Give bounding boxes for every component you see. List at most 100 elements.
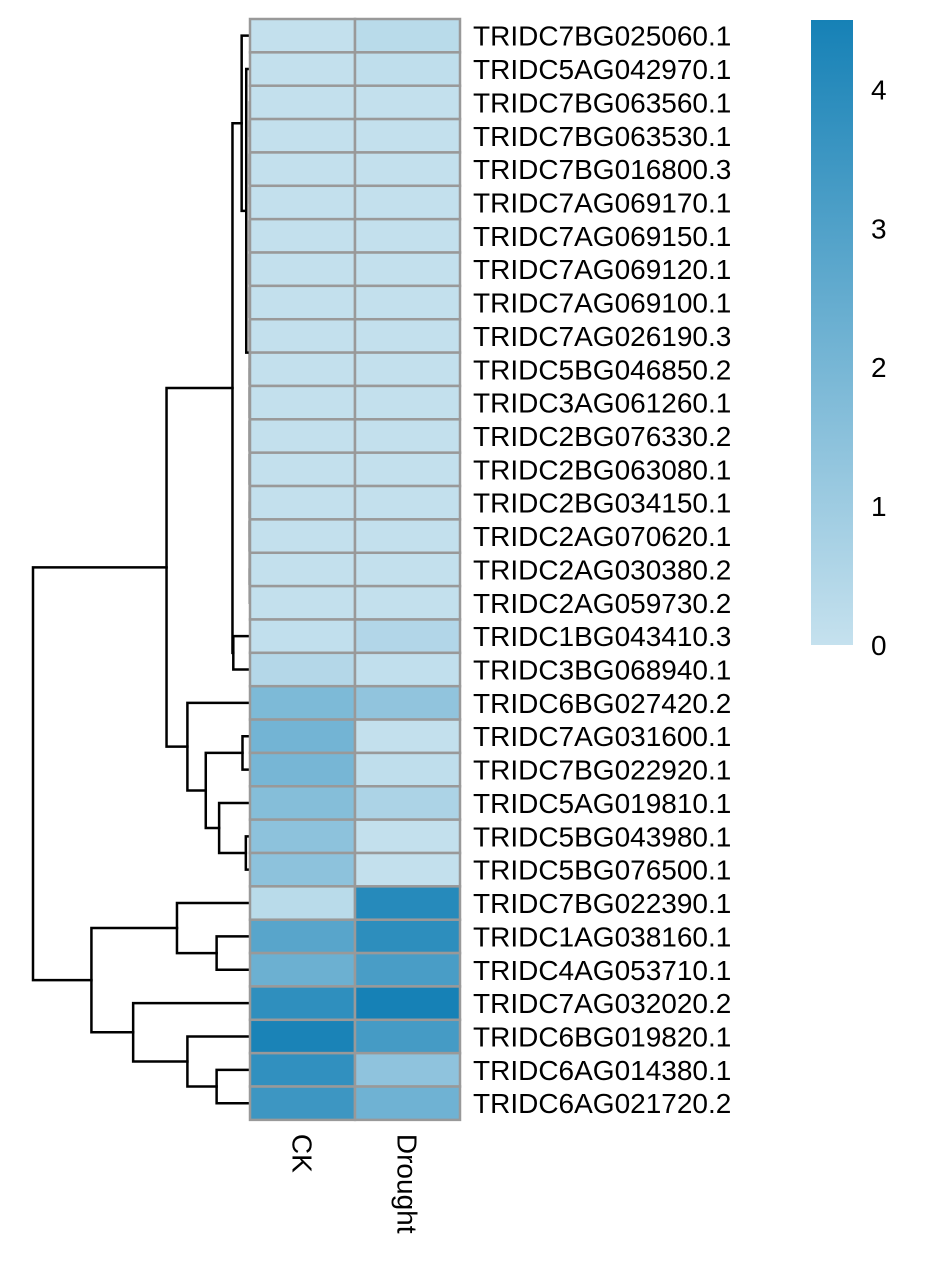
row-label: TRIDC7AG031600.1 [473, 721, 731, 752]
dendrogram-branch [31, 566, 168, 982]
heatmap-cell [248, 751, 357, 788]
heatmap-cell [248, 451, 357, 488]
row-label: TRIDC7BG025060.1 [473, 21, 731, 52]
heatmap-cell [353, 584, 462, 621]
heatmap-cell [248, 818, 357, 855]
heatmap-cell [353, 751, 462, 788]
heatmap-cell [248, 985, 357, 1022]
dendrogram-branch [215, 1068, 252, 1105]
heatmap-cell [353, 785, 462, 821]
row-label: TRIDC7AG069150.1 [473, 221, 731, 252]
heatmap-cell [248, 951, 357, 988]
heatmap-cell [353, 84, 462, 121]
heatmap-cell [248, 651, 357, 688]
heatmap-cell [353, 684, 462, 721]
heatmap-cell [353, 1085, 462, 1122]
heatmap-cell [248, 1018, 357, 1055]
column-label: Drought [392, 1134, 423, 1234]
heatmap-cell [353, 885, 462, 921]
heatmap-cell [353, 17, 462, 54]
row-label: TRIDC6BG027420.2 [473, 688, 731, 719]
heatmap-cell [248, 217, 357, 254]
heatmap-cell [353, 1051, 462, 1088]
heatmap-cell [248, 484, 357, 521]
row-label: TRIDC2AG030380.2 [473, 554, 731, 585]
legend-tick-label: 1 [871, 491, 887, 522]
legend-tick-label: 3 [871, 213, 887, 244]
heatmap-cell [248, 518, 357, 555]
row-label: TRIDC7AG069100.1 [473, 288, 731, 319]
heatmap-cell [248, 684, 357, 721]
row-label: TRIDC7AG032020.2 [473, 988, 731, 1019]
heatmap-cell [248, 117, 357, 154]
heatmap-cell [353, 451, 462, 488]
row-label: TRIDC1AG038160.1 [473, 921, 731, 952]
column-label: CK [287, 1134, 318, 1173]
heatmap-cell [248, 284, 357, 321]
legend-tick-label: 4 [871, 74, 887, 105]
heatmap-cell [248, 718, 357, 755]
heatmap-cell [248, 17, 357, 54]
row-label: TRIDC7AG026190.3 [473, 321, 731, 352]
row-label: TRIDC5BG043980.1 [473, 821, 731, 852]
row-label: TRIDC7AG069120.1 [473, 254, 731, 285]
heatmap-cell [353, 251, 462, 288]
row-label: TRIDC7BG022390.1 [473, 888, 731, 919]
heatmap-cell [353, 851, 462, 888]
row-label: TRIDC2BG063080.1 [473, 454, 731, 485]
heatmap-cell [248, 151, 357, 188]
heatmap-cell [353, 384, 462, 421]
heatmap-cell [353, 551, 462, 588]
heatmap-cell [353, 1018, 462, 1055]
heatmap-cell [248, 84, 357, 121]
column-labels: CK Drought [287, 1134, 423, 1234]
heatmap-cell [353, 818, 462, 855]
dendrogram-branch [186, 1035, 252, 1088]
heatmap-cell [353, 184, 462, 221]
dendrogram-branch [215, 935, 252, 972]
heatmap-cell [248, 918, 357, 955]
row-label: TRIDC3BG068940.1 [473, 655, 731, 686]
heatmap-cell [248, 251, 357, 288]
heatmap-cell [353, 117, 462, 154]
dendrogram-branch [175, 901, 252, 955]
row-label: TRIDC7BG063530.1 [473, 121, 731, 152]
row-label: TRIDC6AG021720.2 [473, 1088, 731, 1119]
heatmap-cell [248, 351, 357, 388]
dendrogram-branch [204, 751, 244, 830]
heatmap-cell [353, 151, 462, 188]
heatmap-cell [353, 217, 462, 254]
color-legend: 0 1 2 3 4 [811, 20, 887, 661]
row-label: TRIDC4AG053710.1 [473, 955, 731, 986]
row-label: TRIDC6BG019820.1 [473, 1021, 731, 1052]
heatmap-cell [248, 384, 357, 421]
heatmap-cell [248, 584, 357, 621]
row-label: TRIDC5BG046850.2 [473, 354, 731, 385]
heatmap-cells [248, 17, 462, 1122]
legend-tick-label: 0 [871, 630, 887, 661]
row-label: TRIDC3AG061260.1 [473, 388, 731, 419]
heatmap-cell [353, 718, 462, 755]
heatmap-cell [248, 418, 357, 454]
dendrogram-branch [165, 386, 234, 748]
row-label: TRIDC7BG022920.1 [473, 755, 731, 786]
row-label: TRIDC2BG034150.1 [473, 488, 731, 519]
heatmap-cell [248, 851, 357, 888]
row-label: TRIDC2AG059730.2 [473, 588, 731, 619]
heatmap-cell [248, 1085, 357, 1122]
row-label: TRIDC2BG076330.2 [473, 421, 731, 452]
heatmap-cell [248, 51, 357, 87]
row-label: TRIDC5BG076500.1 [473, 855, 731, 886]
heatmap-cell [353, 651, 462, 688]
legend-tick-label: 2 [871, 352, 887, 383]
row-label: TRIDC5AG019810.1 [473, 788, 731, 819]
heatmap-cell [248, 184, 357, 221]
heatmap-cell [248, 885, 357, 921]
heatmap-cell [353, 951, 462, 988]
row-dendrogram [31, 34, 252, 1105]
row-label: TRIDC2AG070620.1 [473, 521, 731, 552]
row-label: TRIDC5AG042970.1 [473, 54, 731, 85]
dendrogram-branch [131, 1001, 252, 1063]
